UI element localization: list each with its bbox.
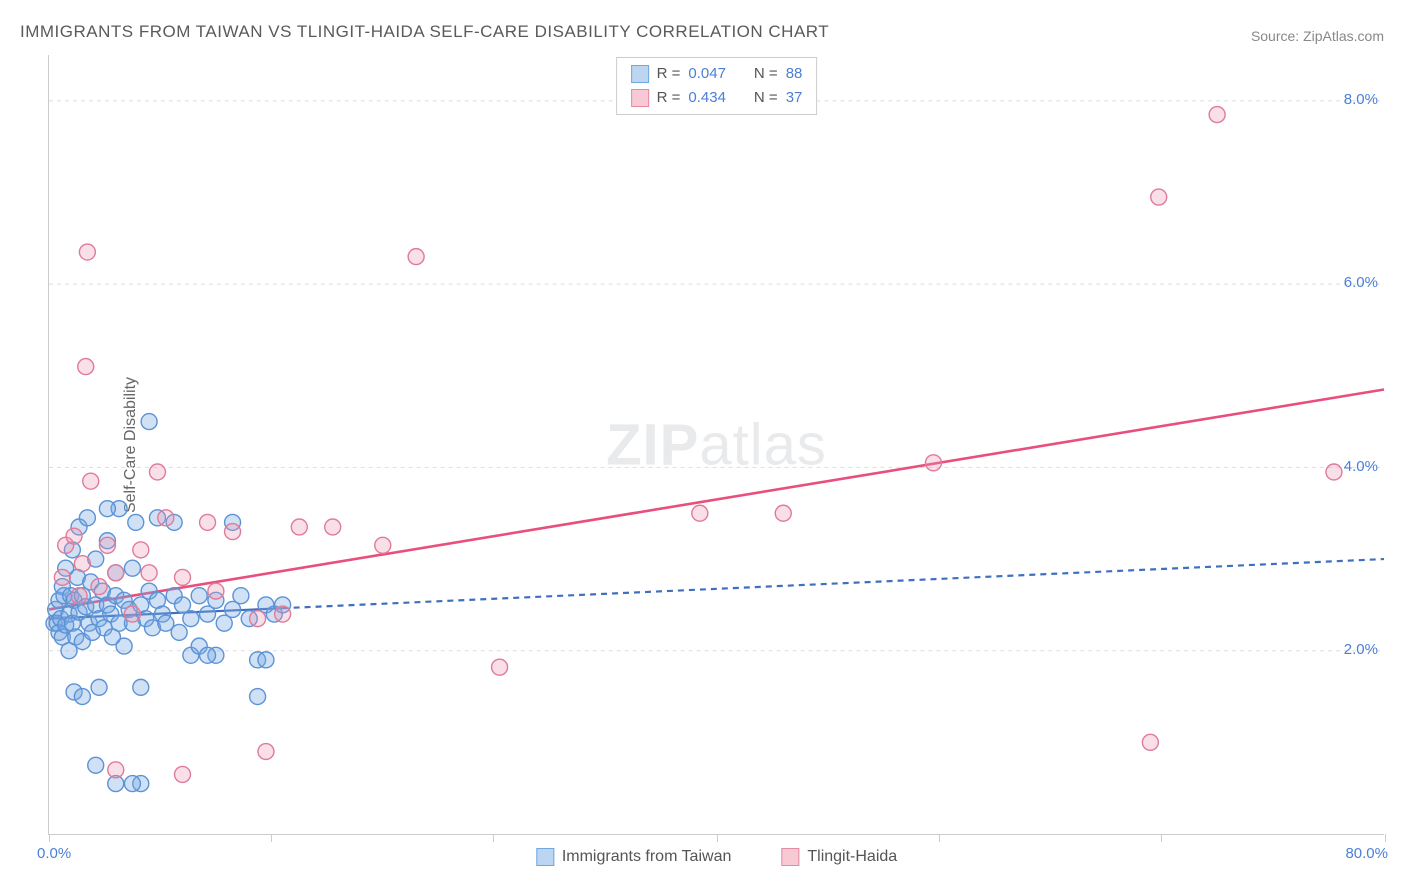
swatch-tlingit-haida (781, 848, 799, 866)
correlation-chart: IMMIGRANTS FROM TAIWAN VS TLINGIT-HAIDA … (0, 0, 1406, 892)
stats-row-2: R = 0.434 N = 37 (631, 86, 803, 110)
plot-svg (49, 55, 1384, 834)
stats-legend: R = 0.047 N = 88 R = 0.434 N = 37 (616, 57, 818, 115)
y-tick-label: 8.0% (1344, 91, 1378, 108)
y-tick-label: 2.0% (1344, 641, 1378, 658)
stats-row-1: R = 0.047 N = 88 (631, 62, 803, 86)
y-tick-label: 6.0% (1344, 274, 1378, 291)
x-axis-start: 0.0% (37, 845, 71, 862)
swatch-series-1 (631, 65, 649, 83)
y-tick-label: 4.0% (1344, 458, 1378, 475)
legend-item-2: Tlingit-Haida (781, 848, 897, 866)
legend-item-1: Immigrants from Taiwan (536, 848, 732, 866)
series-legend: Immigrants from Taiwan Tlingit-Haida (536, 848, 897, 866)
swatch-series-2 (631, 89, 649, 107)
x-axis-end: 80.0% (1345, 845, 1388, 862)
source-attribution: Source: ZipAtlas.com (1251, 28, 1384, 44)
chart-title: IMMIGRANTS FROM TAIWAN VS TLINGIT-HAIDA … (20, 22, 829, 42)
plot-area: Self-Care Disability ZIPatlas R = 0.047 … (48, 55, 1384, 835)
swatch-taiwan (536, 848, 554, 866)
